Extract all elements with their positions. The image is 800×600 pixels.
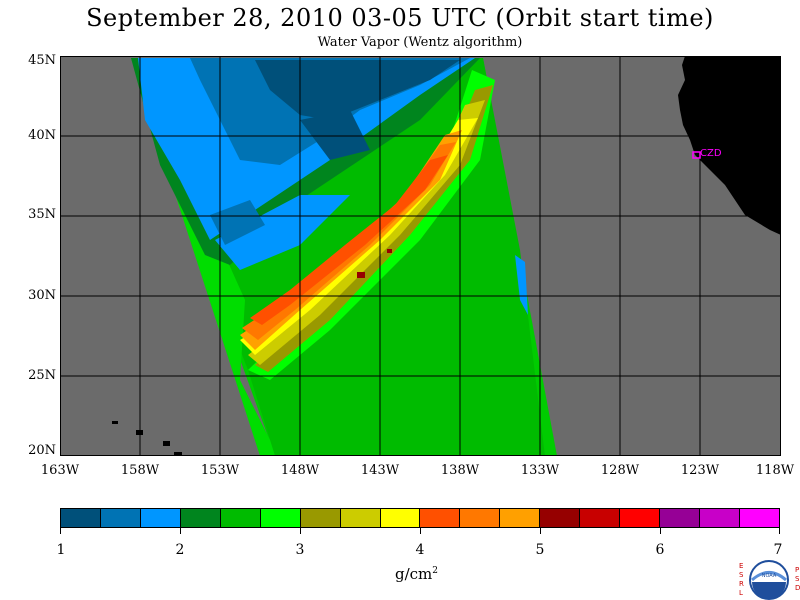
lat-label-40n: 40N [28, 128, 56, 143]
lat-label-30n: 30N [28, 288, 56, 303]
blue-patch-2 [210, 200, 265, 245]
colorbar-segment [460, 509, 501, 527]
colorbar-segment [580, 509, 621, 527]
lon-label-158w: 158W [120, 463, 160, 478]
colorbar-tick [60, 528, 61, 534]
lat-label-20n: 20N [28, 443, 56, 458]
svg-text:R: R [739, 580, 744, 588]
svg-text:NOAA: NOAA [762, 573, 777, 579]
lon-label-163w: 163W [40, 463, 80, 478]
station-label: CZD [700, 148, 722, 159]
svg-text:S: S [795, 575, 800, 583]
dark-red-spot-1 [357, 272, 365, 278]
colorbar-segment [540, 509, 581, 527]
esrl-label: E [739, 562, 743, 570]
lat-label-25n: 25N [28, 368, 56, 383]
colorbar-segment [100, 509, 141, 527]
dark-blue-region [255, 60, 460, 120]
colorbar-segment [500, 509, 541, 527]
dark-blue-region-2 [300, 110, 370, 160]
colorbar-tick [180, 528, 181, 534]
noaa-logo: E S R L NOAA P S D [739, 560, 800, 600]
station-marker: CZD [692, 148, 722, 159]
colorbar-segment [340, 509, 381, 527]
colorbar-segment [300, 509, 341, 527]
colorbar-tick [660, 528, 661, 534]
north-america-land [678, 56, 781, 235]
map-grid [60, 56, 781, 456]
water-vapor-map: CZD [60, 56, 781, 456]
svg-text:L: L [739, 589, 743, 597]
colorbar-segment [620, 509, 661, 527]
svg-text:D: D [795, 584, 800, 592]
lon-label-118w: 118W [755, 463, 795, 478]
colorbar-segment [140, 509, 181, 527]
colorbar-units: g/cm2 [395, 565, 439, 583]
colorbar-label-4: 4 [415, 542, 425, 558]
colorbar-tick [779, 528, 780, 534]
lon-label-143w: 143W [360, 463, 400, 478]
lon-label-128w: 128W [600, 463, 640, 478]
satellite-swath [131, 58, 557, 456]
colorbar-segment [420, 509, 461, 527]
blue-edge [515, 255, 528, 315]
dark-red-spot-2 [387, 249, 392, 253]
lon-label-138w: 138W [440, 463, 480, 478]
colorbar-segment [260, 509, 301, 527]
lon-label-123w: 123W [680, 463, 720, 478]
lon-label-153w: 153W [200, 463, 240, 478]
colorbar-tick [540, 528, 541, 534]
colorbar [60, 508, 780, 528]
lat-label-35n: 35N [28, 207, 56, 222]
colorbar-label-6: 6 [655, 542, 665, 558]
colorbar-label-7: 7 [773, 542, 783, 558]
colorbar-segment [220, 509, 261, 527]
colorbar-segment [660, 509, 700, 527]
colorbar-label-1: 1 [56, 542, 66, 558]
colorbar-label-5: 5 [535, 542, 545, 558]
psd-label: P [795, 566, 799, 574]
colorbar-label-2: 2 [175, 542, 185, 558]
colorbar-tick [420, 528, 421, 534]
svg-text:S: S [739, 571, 744, 579]
colorbar-segment [180, 509, 221, 527]
lat-label-45n: 45N [28, 53, 56, 68]
blue-patch-1 [215, 195, 350, 270]
map-title: September 28, 2010 03-05 UTC (Orbit star… [86, 4, 714, 32]
colorbar-segment [700, 509, 740, 527]
lon-label-133w: 133W [520, 463, 560, 478]
colorbar-tick [300, 528, 301, 534]
colorbar-segment [739, 509, 779, 527]
lon-label-148w: 148W [280, 463, 320, 478]
colorbar-label-3: 3 [295, 542, 305, 558]
colorbar-segment [61, 509, 101, 527]
colorbar-segment [380, 509, 421, 527]
map-subtitle: Water Vapor (Wentz algorithm) [317, 35, 523, 50]
